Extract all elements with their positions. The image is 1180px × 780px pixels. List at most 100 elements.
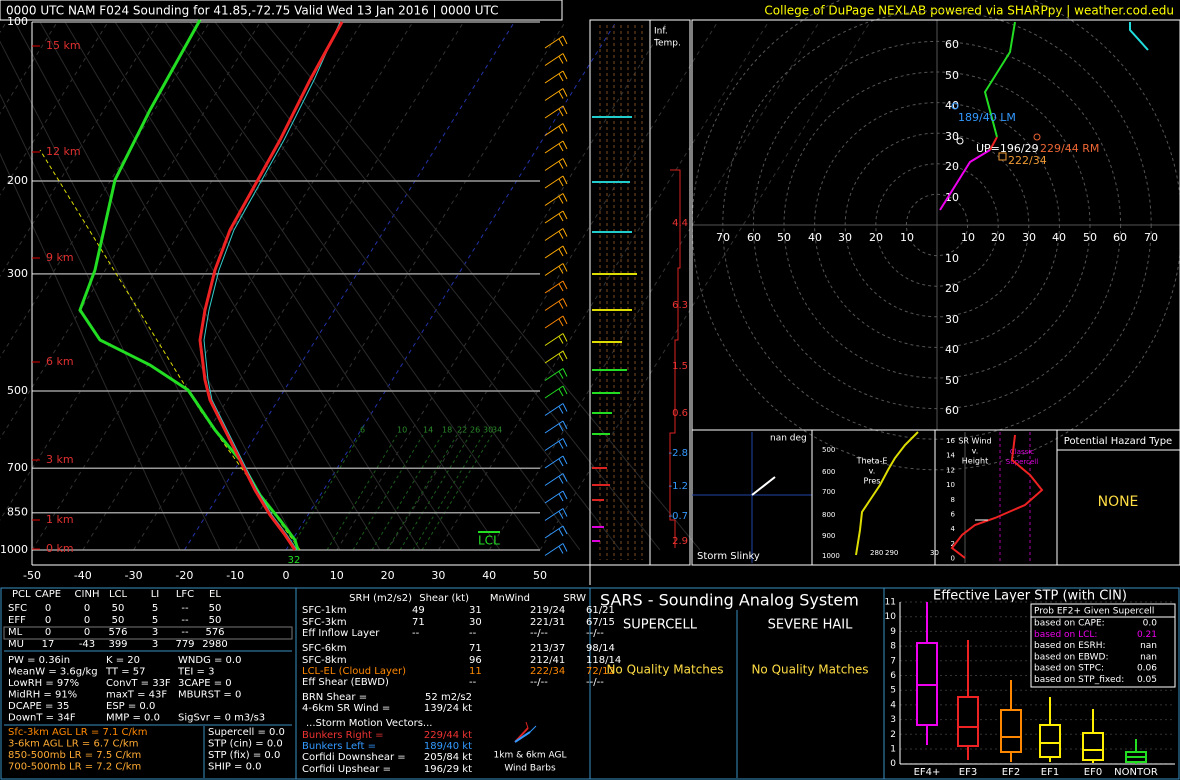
panel-frame — [883, 587, 1180, 780]
stp-y-label: 6 — [890, 671, 896, 681]
wind-barb — [544, 368, 564, 381]
wind-barb — [562, 53, 568, 62]
inferred-temp-label: 2.9 — [672, 536, 688, 547]
wind-barb — [544, 158, 564, 171]
kinematic-value: 96 — [469, 655, 482, 666]
parcel-header: PCL — [12, 589, 31, 600]
parcel-header: EL — [209, 589, 221, 600]
wind-barb — [558, 161, 564, 169]
ring-label: 60 — [1113, 231, 1127, 244]
stp-category: EF4+ — [914, 767, 941, 778]
prob-value: nan — [1140, 652, 1157, 662]
kinematic-label: SFC-1km — [302, 605, 347, 616]
wind-barb — [544, 245, 564, 259]
index-value: ConvT = 33F — [106, 678, 171, 689]
wind-barb — [558, 423, 564, 432]
wind-barb — [562, 88, 568, 97]
hazard-title: Potential Hazard Type — [1064, 436, 1172, 447]
temp-label: -10 — [226, 569, 244, 582]
kinematic-value: 31 — [469, 605, 482, 616]
wind-barb — [558, 546, 564, 554]
stp-y-label: 11 — [885, 598, 896, 608]
kinematic-value: 221/31 — [530, 617, 565, 628]
kinematic-value: 219/24 — [530, 605, 565, 616]
kinematic-value: 118/14 — [586, 655, 621, 666]
inferred-temp-trace — [669, 169, 681, 548]
kinematic-value: 213/37 — [530, 643, 565, 654]
prob-label: based on ESRH: — [1034, 641, 1106, 651]
inferred-temp-label: 4.4 — [672, 218, 688, 229]
prob-value: nan — [1140, 641, 1157, 651]
mixing-ratio-line — [371, 434, 443, 551]
parcel-cell: 0 — [45, 627, 51, 638]
slinky-title: Storm Slinky — [697, 551, 760, 562]
lapse-rate: 3-6km AGL LR = 6.7 C/km — [8, 739, 138, 750]
wind-barb — [544, 228, 564, 241]
wind-barb — [562, 70, 568, 80]
parcel-cell: 5 — [152, 603, 158, 614]
dry-adiabat — [0, 152, 181, 551]
dry-adiabat — [214, 21, 621, 551]
wind-barb — [525, 721, 529, 729]
parcel-cell: 50 — [209, 615, 222, 626]
surface-temp-label: 32 — [288, 555, 301, 566]
wind-barb — [558, 248, 564, 257]
ring-label: 20 — [945, 282, 959, 295]
wind-barb — [544, 123, 564, 136]
barb-caption: 1km & 6km AGL — [494, 751, 567, 761]
parcel-cell: EFF — [8, 615, 26, 626]
mixing-ratio-label: 18 — [442, 426, 452, 435]
kinematic-header: Shear (kt) — [419, 593, 469, 604]
kinematic-value: -- — [469, 628, 477, 639]
sr-wind-trace — [950, 434, 1044, 559]
wind-barb — [558, 511, 564, 519]
stp-y-label: 2 — [890, 730, 896, 740]
kinematic-header: MnWind — [490, 593, 530, 604]
height-label: 6 km — [46, 355, 74, 368]
left-mover-label: 189/40 LM — [958, 111, 1016, 124]
composite-index: SHIP = 0.0 — [208, 762, 262, 773]
height-label: 1 km — [46, 513, 74, 526]
ring-label: 10 — [900, 231, 914, 244]
wind-barb — [562, 420, 568, 430]
ring-label: 40 — [808, 231, 822, 244]
stp-category: NONTOR — [1114, 767, 1158, 778]
wind-barb — [562, 490, 568, 500]
parcel-cell: -43 — [79, 639, 95, 650]
hodo-trace — [1129, 22, 1149, 51]
wind-barb — [558, 283, 564, 292]
composite-index: STP (fix) = 0.0 — [208, 750, 280, 761]
ring-label: 20 — [945, 160, 959, 173]
wind-barb — [562, 333, 568, 342]
index-value: LowRH = 97% — [8, 678, 79, 689]
mixing-ratio-line — [399, 434, 471, 551]
kinematic-value: --/-- — [586, 677, 604, 688]
wind-barb — [544, 175, 564, 189]
hodo-trace — [989, 136, 998, 151]
parcel-cell: MU — [8, 639, 24, 650]
wind-barb — [544, 88, 564, 101]
sr-height-label: 16 — [946, 437, 955, 445]
kinematic-value: 30 — [469, 617, 482, 628]
wind-barb — [558, 476, 564, 484]
ring-label: 50 — [777, 231, 791, 244]
dry-adiabat — [14, 21, 301, 551]
wind-barb — [544, 53, 564, 66]
wind-barb — [558, 371, 564, 379]
stp-y-label: 1 — [890, 745, 896, 755]
wind-barb — [558, 406, 564, 414]
wind-barb — [562, 543, 568, 552]
index-value: K = 20 — [106, 655, 140, 666]
sr-height-label: 4 — [951, 525, 956, 533]
wind-barb — [544, 210, 564, 224]
wind-barb — [558, 353, 564, 362]
panel-frame — [1056, 429, 1180, 566]
wind-barb — [558, 458, 564, 467]
index-value: MBURST = 0 — [178, 690, 241, 701]
kinematic-value: 67/15 — [586, 617, 615, 628]
wind-barb — [562, 350, 568, 360]
upshear-label: UP=196/29 — [976, 142, 1039, 155]
sr-height-label: 12 — [946, 466, 955, 474]
wind-barb — [558, 108, 564, 117]
